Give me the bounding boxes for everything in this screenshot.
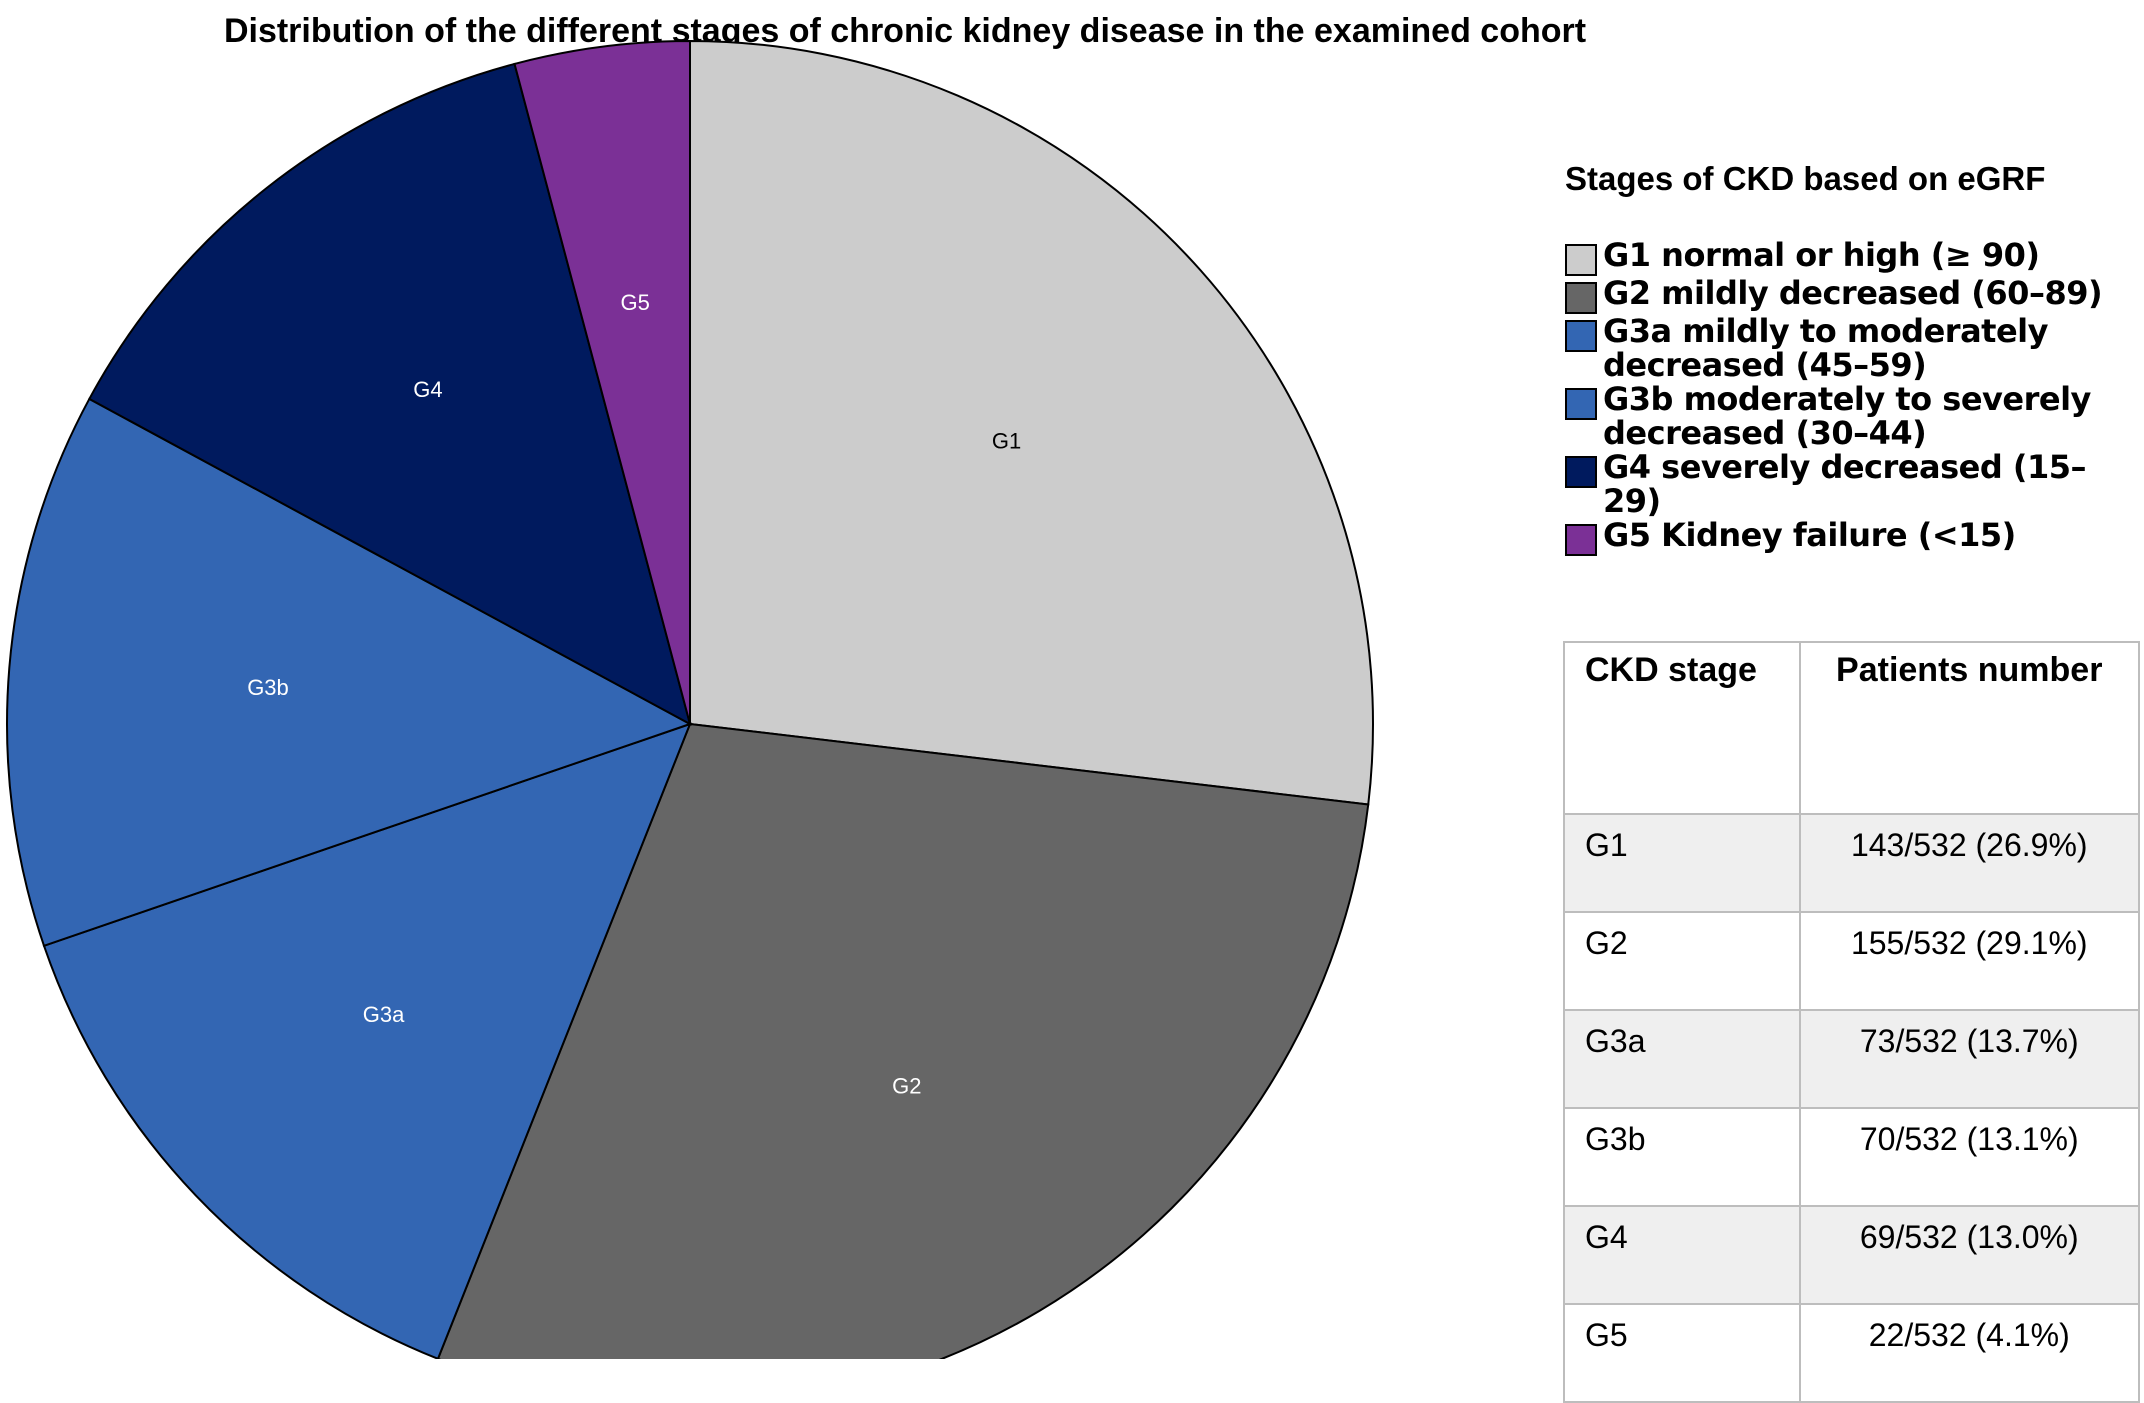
- legend-label: G3b moderately to severely decreased (30…: [1603, 380, 2091, 452]
- table-row: G3b 70/532 (13.1%): [1563, 1107, 2140, 1207]
- legend-swatch: [1565, 320, 1597, 352]
- legend-label: G4 severely decreased (15–29): [1603, 448, 2087, 520]
- pie-slice-g2: [436, 722, 1370, 1359]
- table-cell-patients: 70/532 (13.1%): [1798, 1107, 2140, 1207]
- table-cell-stage: G1: [1563, 813, 1801, 913]
- legend-label: G2 mildly decreased (60–89): [1603, 274, 2103, 312]
- patients-table: CKD stage Patients number G1 143/532 (26…: [1563, 641, 2140, 1403]
- table-row: G5 22/532 (4.1%): [1563, 1303, 2140, 1403]
- legend-swatch: [1565, 244, 1597, 276]
- table-cell-stage: G5: [1563, 1303, 1801, 1403]
- table-cell-patients: 73/532 (13.7%): [1798, 1009, 2140, 1109]
- table-header-patients: Patients number: [1798, 641, 2140, 815]
- legend-item-g1: G1 normal or high (≥ 90): [1565, 238, 2144, 276]
- table-row: G1 143/532 (26.9%): [1563, 813, 2140, 913]
- legend-title: Stages of CKD based on eGRF: [1565, 160, 2046, 197]
- legend-item-g2: G2 mildly decreased (60–89): [1565, 276, 2144, 314]
- pie-slice-g1: [689, 39, 1374, 806]
- legend-item-g3a: G3a mildly to moderately decreased (45–5…: [1565, 314, 2144, 382]
- pie-label-g2: G2: [892, 1074, 921, 1099]
- legend-swatch: [1565, 282, 1597, 314]
- pie-slice-g4: [87, 62, 692, 726]
- table-row: G2 155/532 (29.1%): [1563, 911, 2140, 1011]
- table-cell-stage: G4: [1563, 1205, 1801, 1305]
- chart-title: Distribution of the different stages of …: [223, 12, 1587, 50]
- table-header-row: CKD stage Patients number: [1563, 641, 2140, 815]
- pie-slice-g3a: [42, 722, 692, 1359]
- table-cell-patients: 143/532 (26.9%): [1798, 813, 2140, 913]
- table-cell-stage: G3b: [1563, 1107, 1801, 1207]
- pie-slice-g5: [513, 39, 691, 725]
- table-row: G4 69/532 (13.0%): [1563, 1205, 2140, 1305]
- legend-label: G1 normal or high (≥ 90): [1603, 236, 2040, 274]
- legend-swatch: [1565, 388, 1597, 420]
- table-cell-patients: 69/532 (13.0%): [1798, 1205, 2140, 1305]
- legend-item-g3b: G3b moderately to severely decreased (30…: [1565, 382, 2144, 450]
- legend-item-g5: G5 Kidney failure (<15): [1565, 518, 2144, 556]
- pie-label-g5: G5: [620, 290, 649, 315]
- pie-label-g4: G4: [413, 377, 442, 402]
- legend-label: G5 Kidney failure (<15): [1603, 516, 2016, 554]
- table-row: G3a 73/532 (13.7%): [1563, 1009, 2140, 1109]
- pie-chart: G1 G2 G3a G3b G4 G5: [6, 39, 1374, 1359]
- legend: Stages of CKD based on eGRF G1 normal or…: [1565, 160, 2144, 556]
- table-cell-patients: 155/532 (29.1%): [1798, 911, 2140, 1011]
- table-cell-stage: G3a: [1563, 1009, 1801, 1109]
- legend-swatch: [1565, 456, 1597, 488]
- legend-item-g4: G4 severely decreased (15–29): [1565, 450, 2144, 518]
- legend-label: G3a mildly to moderately decreased (45–5…: [1603, 312, 2048, 384]
- pie-slice-g3b: [6, 397, 693, 948]
- pie-label-g3a: G3a: [363, 1002, 405, 1027]
- table-cell-patients: 22/532 (4.1%): [1798, 1303, 2140, 1403]
- legend-swatch: [1565, 524, 1597, 556]
- pie-label-g1: G1: [992, 429, 1021, 454]
- table-header-stage: CKD stage: [1563, 641, 1801, 815]
- pie-label-g3b: G3b: [247, 675, 289, 700]
- table-cell-stage: G2: [1563, 911, 1801, 1011]
